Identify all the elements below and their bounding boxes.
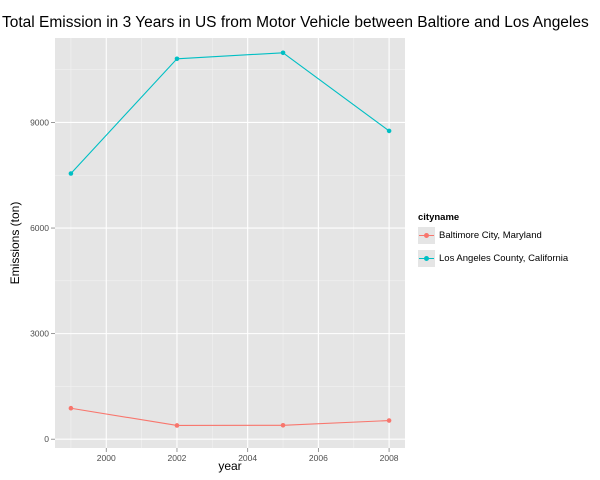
legend-label-los-angeles: Los Angeles County, California xyxy=(439,253,569,264)
x-tick-label: 2004 xyxy=(238,453,257,463)
legend-dot-baltimore xyxy=(424,233,429,238)
x-tick-label: 2008 xyxy=(380,453,399,463)
data-point-baltimore xyxy=(174,423,180,428)
legend-title: cityname xyxy=(418,212,460,223)
y-tick-label: 0 xyxy=(44,434,49,444)
series-line-baltimore xyxy=(70,407,390,427)
legend: cityname Baltimore City, Maryland Los An… xyxy=(418,212,568,273)
data-point-los-angeles xyxy=(280,50,286,56)
major-gridlines xyxy=(55,38,405,448)
legend-item-baltimore: Baltimore City, Maryland xyxy=(418,227,568,244)
x-tick-label: 2002 xyxy=(168,453,187,463)
x-axis: 2000 2002 2004 2006 2008 xyxy=(97,448,399,463)
legend-label-baltimore: Baltimore City, Maryland xyxy=(439,230,542,241)
x-axis-label: year xyxy=(218,459,241,473)
legend-key-los-angeles xyxy=(418,250,435,267)
data-point-baltimore xyxy=(386,418,392,423)
y-tick-label: 6000 xyxy=(30,223,49,233)
series-layer xyxy=(68,50,392,428)
y-axis-label: Emissions (ton) xyxy=(8,202,22,285)
legend-dot-los-angeles xyxy=(424,256,429,261)
plot-panel xyxy=(55,38,405,448)
x-tick-label: 2000 xyxy=(97,453,116,463)
data-point-los-angeles xyxy=(174,56,180,62)
data-point-baltimore xyxy=(280,423,286,428)
chart-title: Total Emission in 3 Years in US from Mot… xyxy=(2,14,589,31)
y-tick-label: 3000 xyxy=(30,329,49,339)
y-tick-label: 9000 xyxy=(30,117,49,127)
minor-gridlines xyxy=(55,38,405,448)
legend-key-baltimore xyxy=(418,227,435,244)
series-line-los-angeles xyxy=(70,52,390,174)
legend-item-los-angeles: Los Angeles County, California xyxy=(418,250,568,267)
data-point-los-angeles xyxy=(386,128,392,134)
y-axis: 0 3000 6000 9000 xyxy=(30,117,55,444)
x-tick-label: 2006 xyxy=(309,453,328,463)
data-point-los-angeles xyxy=(68,171,74,176)
data-point-baltimore xyxy=(68,405,74,411)
